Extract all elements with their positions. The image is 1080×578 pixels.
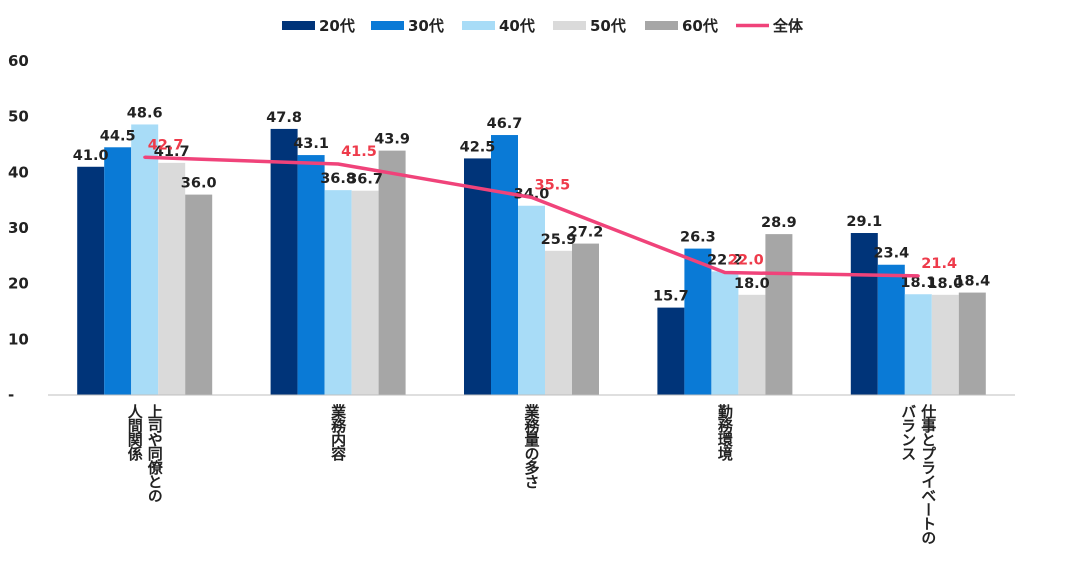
- y-tick-label: 60: [8, 52, 29, 70]
- bar-60代-1: [378, 150, 406, 395]
- category-label: 業務内容: [329, 403, 347, 461]
- total-point: [723, 271, 727, 275]
- bar-50代-1: [351, 190, 379, 395]
- legend-swatch: [645, 21, 678, 30]
- legend-swatch: [462, 21, 495, 30]
- bar-60代-0: [185, 194, 213, 395]
- category-label: バランス: [899, 404, 917, 461]
- bar-20代-4: [850, 233, 878, 395]
- category-label: 上司や同僚との: [146, 404, 164, 502]
- total-point: [530, 195, 533, 199]
- bar-30代-0: [104, 147, 132, 395]
- bar-value-label: 18.0: [734, 276, 770, 292]
- bar-value-label: 44.5: [100, 128, 136, 144]
- legend-swatch: [553, 21, 586, 30]
- legend-label: 30代: [408, 17, 444, 35]
- bar-value-label: 46.7: [487, 116, 523, 132]
- category-label: 業務量の多さ: [523, 403, 541, 489]
- legend-item-60代: 60代: [645, 17, 718, 35]
- bar-value-label: 29.1: [846, 214, 882, 230]
- total-point: [336, 162, 340, 166]
- bar-30代-3: [684, 248, 712, 395]
- bar-value-label: 43.9: [374, 132, 410, 148]
- y-tick-label: 50: [8, 108, 29, 126]
- legend-label: 50代: [590, 17, 626, 35]
- bar-30代-1: [297, 155, 325, 395]
- bar-40代-3: [711, 271, 739, 395]
- bar-20代-0: [77, 166, 105, 395]
- bar-60代-4: [958, 292, 986, 395]
- bar-20代-1: [270, 128, 298, 395]
- bars-group: [77, 124, 986, 396]
- bar-50代-3: [738, 294, 766, 395]
- total-value-label: 35.5: [535, 177, 571, 193]
- y-axis: - 10 20 30 40 50 60: [8, 52, 29, 404]
- bar-60代-3: [765, 234, 793, 395]
- legend-label: 全体: [772, 17, 804, 35]
- y-tick-label: 20: [8, 275, 29, 293]
- bar-value-label: 34.0: [514, 187, 550, 203]
- bar-value-label: 36.7: [347, 172, 383, 188]
- category-label: 人間関係: [126, 404, 144, 462]
- category-label: 勤務環境: [716, 403, 734, 462]
- bar-value-label: 18.1: [900, 275, 936, 291]
- bar-20代-3: [657, 307, 685, 395]
- legend-item-全体: 全体: [736, 17, 804, 35]
- legend-label: 40代: [499, 17, 535, 35]
- bar-30代-4: [877, 264, 905, 395]
- legend-label: 60代: [682, 17, 718, 35]
- total-value-label: 21.4: [921, 256, 957, 272]
- bar-labels-group: 41.0 44.5 48.6 41.7 36.0 47.8 43.1 36.836.7 43.9…: [73, 105, 990, 304]
- legend-item-40代: 40代: [462, 17, 535, 35]
- bar-value-label: 36.8: [320, 171, 356, 187]
- legend-item-50代: 50代: [553, 17, 626, 35]
- bar-50代-2: [545, 250, 572, 395]
- total-value-label: 42.7: [148, 137, 184, 153]
- bar-50代-4: [931, 294, 959, 395]
- legend-swatch: [282, 21, 315, 30]
- bar-value-label: 26.3: [680, 230, 716, 246]
- y-tick-label: 10: [8, 330, 29, 348]
- bar-value-label: 18.4: [954, 274, 990, 290]
- bar-value-label: 18.0: [927, 276, 963, 292]
- total-line-group: 42.7 41.5 35.5 22.0 21.4: [143, 137, 957, 278]
- bar-value-label: 22.2: [707, 252, 743, 268]
- bar-value-label: 27.2: [568, 225, 604, 241]
- bar-value-label: 25.9: [541, 232, 577, 248]
- legend-label: 20代: [319, 17, 355, 35]
- y-tick-label: 40: [8, 163, 29, 181]
- category-label: 仕事とプライベートの: [919, 403, 937, 544]
- total-value-label: 41.5: [341, 144, 377, 160]
- bar-value-label: 47.8: [266, 110, 302, 126]
- total-value-label: 22.0: [728, 253, 764, 269]
- bar-value-label: 23.4: [873, 246, 909, 262]
- bar-50代-0: [158, 162, 186, 395]
- bar-value-label: 41.7: [154, 144, 190, 160]
- bar-value-label: 28.9: [761, 215, 797, 231]
- total-point: [143, 155, 147, 159]
- bar-40代-2: [518, 205, 545, 395]
- bar-value-label: 36.0: [181, 176, 217, 192]
- bar-60代-2: [572, 243, 599, 395]
- y-tick-label: -: [8, 386, 14, 404]
- bar-value-label: 43.1: [293, 136, 329, 152]
- legend: 20代 30代 40代 50代 60代 全体: [282, 17, 804, 35]
- bar-40代-1: [324, 190, 352, 395]
- bar-value-label: 42.5: [460, 139, 496, 155]
- bar-value-label: 41.0: [73, 148, 109, 164]
- bar-40代-0: [131, 124, 159, 396]
- bar-value-label: 48.6: [127, 105, 163, 121]
- bar-20代-2: [464, 158, 491, 395]
- bar-40代-4: [904, 294, 932, 395]
- legend-item-30代: 30代: [371, 17, 444, 35]
- bar-30代-2: [491, 135, 518, 395]
- legend-swatch: [371, 21, 404, 30]
- total-point: [916, 274, 920, 278]
- y-tick-label: 30: [8, 219, 29, 237]
- legend-item-20代: 20代: [282, 17, 355, 35]
- bar-value-label: 15.7: [653, 289, 689, 305]
